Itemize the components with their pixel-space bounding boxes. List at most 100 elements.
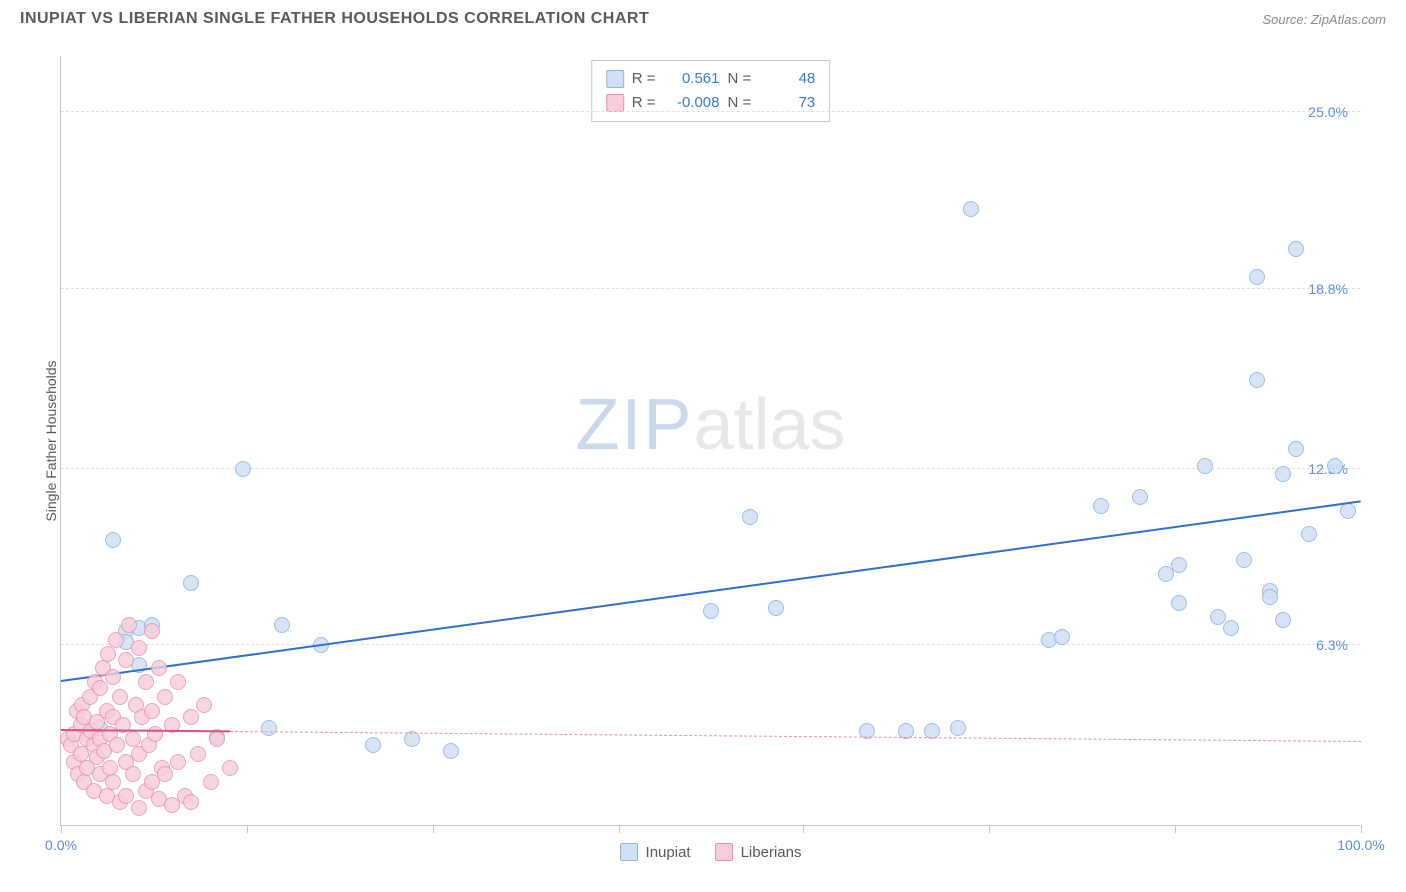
data-point: [170, 674, 186, 690]
data-point: [1327, 458, 1343, 474]
data-point: [1171, 557, 1187, 573]
legend: Inupiat Liberians: [620, 843, 802, 861]
chart-source: Source: ZipAtlas.com: [1262, 12, 1386, 27]
x-tick-label: 0.0%: [45, 837, 77, 853]
r-value-inupiat: 0.561: [664, 67, 720, 91]
data-point: [144, 703, 160, 719]
n-value-inupiat: 48: [759, 67, 815, 91]
trend-line: [230, 731, 1361, 742]
watermark-zip: ZIP: [575, 385, 693, 465]
swatch-inupiat: [606, 70, 624, 88]
data-point: [112, 689, 128, 705]
plot-area: Single Father Households ZIPatlas R = 0.…: [60, 56, 1360, 826]
data-point: [1340, 503, 1356, 519]
data-point: [1288, 441, 1304, 457]
watermark-atlas: atlas: [693, 385, 845, 465]
data-point: [131, 800, 147, 816]
chart-title: INUPIAT VS LIBERIAN SINGLE FATHER HOUSEH…: [20, 10, 649, 28]
correlation-legend: R = 0.561 N = 48 R = -0.008 N = 73: [591, 60, 831, 122]
data-point: [261, 720, 277, 736]
data-point: [963, 201, 979, 217]
data-point: [1223, 620, 1239, 636]
data-point: [121, 617, 137, 633]
x-tick-label: 100.0%: [1337, 837, 1384, 853]
legend-item-liberians: Liberians: [715, 843, 802, 861]
data-point: [144, 623, 160, 639]
swatch-liberians: [606, 94, 624, 112]
data-point: [1275, 466, 1291, 482]
gridline: [61, 111, 1360, 112]
data-point: [203, 774, 219, 790]
data-point: [109, 737, 125, 753]
data-point: [105, 774, 121, 790]
data-point: [170, 754, 186, 770]
correlation-row-inupiat: R = 0.561 N = 48: [606, 67, 816, 91]
watermark: ZIPatlas: [575, 384, 845, 466]
data-point: [196, 697, 212, 713]
x-tick: [803, 825, 804, 833]
data-point: [365, 737, 381, 753]
data-point: [105, 532, 121, 548]
data-point: [209, 731, 225, 747]
y-tick-label: 6.3%: [1316, 637, 1348, 653]
trend-line: [61, 501, 1361, 683]
data-point: [1171, 595, 1187, 611]
data-point: [190, 746, 206, 762]
chart-header: INUPIAT VS LIBERIAN SINGLE FATHER HOUSEH…: [0, 0, 1406, 36]
data-point: [274, 617, 290, 633]
data-point: [147, 726, 163, 742]
data-point: [183, 794, 199, 810]
data-point: [768, 600, 784, 616]
data-point: [92, 680, 108, 696]
data-point: [157, 766, 173, 782]
legend-swatch-liberians: [715, 843, 733, 861]
legend-swatch-inupiat: [620, 843, 638, 861]
data-point: [151, 660, 167, 676]
n-label: N =: [728, 67, 752, 91]
gridline: [61, 288, 1360, 289]
x-tick: [247, 825, 248, 833]
x-tick: [433, 825, 434, 833]
x-tick: [619, 825, 620, 833]
data-point: [157, 689, 173, 705]
x-tick: [1175, 825, 1176, 833]
y-axis-label: Single Father Households: [43, 360, 59, 521]
chart-container: Single Father Households ZIPatlas R = 0.…: [20, 36, 1386, 856]
data-point: [138, 674, 154, 690]
data-point: [118, 788, 134, 804]
data-point: [1275, 612, 1291, 628]
data-point: [1249, 372, 1265, 388]
data-point: [222, 760, 238, 776]
data-point: [1249, 269, 1265, 285]
x-tick: [61, 825, 62, 833]
data-point: [443, 743, 459, 759]
data-point: [235, 461, 251, 477]
y-tick-label: 25.0%: [1308, 104, 1348, 120]
data-point: [1262, 589, 1278, 605]
data-point: [183, 709, 199, 725]
data-point: [100, 646, 116, 662]
data-point: [125, 766, 141, 782]
x-tick: [1361, 825, 1362, 833]
data-point: [1197, 458, 1213, 474]
data-point: [1132, 489, 1148, 505]
data-point: [1288, 241, 1304, 257]
data-point: [183, 575, 199, 591]
gridline: [61, 468, 1360, 469]
data-point: [1236, 552, 1252, 568]
legend-label-liberians: Liberians: [741, 844, 802, 861]
legend-item-inupiat: Inupiat: [620, 843, 691, 861]
data-point: [108, 632, 124, 648]
r-label: R =: [632, 67, 656, 91]
data-point: [1210, 609, 1226, 625]
data-point: [1093, 498, 1109, 514]
data-point: [118, 652, 134, 668]
data-point: [1054, 629, 1070, 645]
x-tick: [989, 825, 990, 833]
data-point: [703, 603, 719, 619]
gridline: [61, 644, 1360, 645]
data-point: [950, 720, 966, 736]
data-point: [105, 669, 121, 685]
data-point: [742, 509, 758, 525]
data-point: [1301, 526, 1317, 542]
